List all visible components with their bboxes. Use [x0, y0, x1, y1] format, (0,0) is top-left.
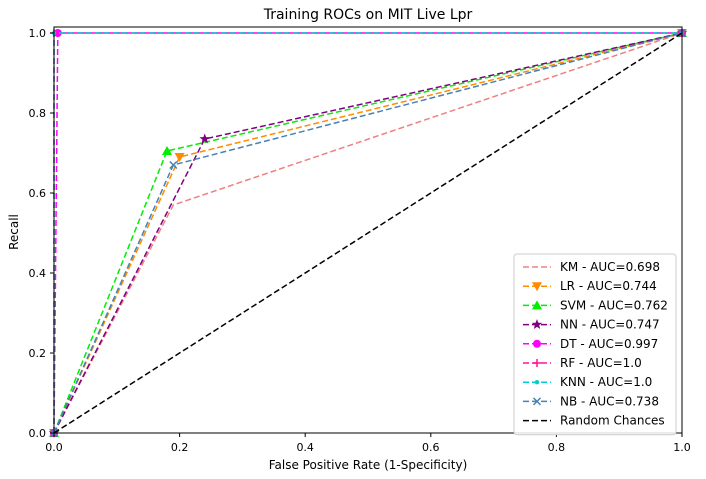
series-line: [53, 32, 683, 434]
legend-label: NB - AUC=0.738: [560, 394, 659, 408]
legend-item: KM - AUC=0.698: [523, 260, 660, 274]
legend-marker: [531, 319, 543, 329]
legend-label: Random Chances: [560, 414, 665, 428]
chart-title: Training ROCs on MIT Live Lpr: [263, 7, 473, 23]
legend-label: KNN - AUC=1.0: [560, 375, 652, 389]
legend-marker: [533, 359, 541, 367]
legend-marker: [533, 339, 541, 348]
legend-marker: [532, 282, 542, 292]
legend-item: SVM - AUC=0.762: [523, 298, 668, 312]
series-line: [53, 32, 683, 434]
legend-marker: [532, 300, 542, 310]
y-tick-label: 0.8: [29, 107, 47, 120]
series-line: [53, 32, 683, 434]
series-line: [53, 32, 683, 434]
y-axis: 0.0 0.2 0.4 0.6 0.8 1.0: [29, 27, 54, 440]
x-tick-label: 0.6: [422, 441, 440, 454]
legend-item: NB - AUC=0.738: [523, 394, 659, 408]
series-random-chances: [53, 32, 683, 434]
legend-item: KNN - AUC=1.0: [523, 375, 652, 389]
legend-marker: [534, 380, 540, 385]
legend: KM - AUC=0.698 LR - AUC=0.744 SVM - AUC=0.…: [513, 253, 677, 436]
legend-item: NN - AUC=0.747: [523, 318, 660, 332]
legend-item: Random Chances: [523, 414, 665, 428]
data-point: [169, 160, 178, 170]
legend-item: DT - AUC=0.997: [523, 337, 658, 351]
x-axis: 0.0 0.2 0.4 0.6 0.8 1.0: [45, 433, 691, 454]
y-axis-label: Recall: [7, 214, 21, 250]
data-point: [162, 146, 173, 155]
x-tick-label: 0.8: [548, 441, 566, 454]
y-tick-label: 0.0: [29, 427, 47, 440]
legend-box: [513, 253, 677, 436]
data-point: [174, 153, 185, 162]
y-tick-label: 1.0: [29, 27, 47, 40]
legend-label: NN - AUC=0.747: [560, 318, 660, 332]
plot-frame: [53, 26, 683, 434]
legend-item: RF - AUC=1.0: [523, 356, 642, 370]
legend-label: LR - AUC=0.744: [560, 279, 657, 293]
x-tick-label: 1.0: [673, 441, 691, 454]
legend-label: SVM - AUC=0.762: [560, 298, 668, 312]
y-tick-label: 0.4: [29, 267, 47, 280]
x-tick-label: 0.0: [45, 441, 63, 454]
data-point: [199, 133, 210, 144]
y-tick-label: 0.2: [29, 347, 47, 360]
legend-marker: [532, 397, 542, 406]
y-tick-label: 0.6: [29, 187, 47, 200]
x-tick-label: 0.4: [296, 441, 314, 454]
legend-label: DT - AUC=0.997: [560, 337, 658, 351]
legend-label: KM - AUC=0.698: [560, 260, 660, 274]
legend-label: RF - AUC=1.0: [560, 356, 642, 370]
x-tick-label: 0.2: [171, 441, 189, 454]
legend-item: LR - AUC=0.744: [523, 279, 657, 293]
x-axis-label: False Positive Rate (1-Specificity): [269, 458, 468, 472]
